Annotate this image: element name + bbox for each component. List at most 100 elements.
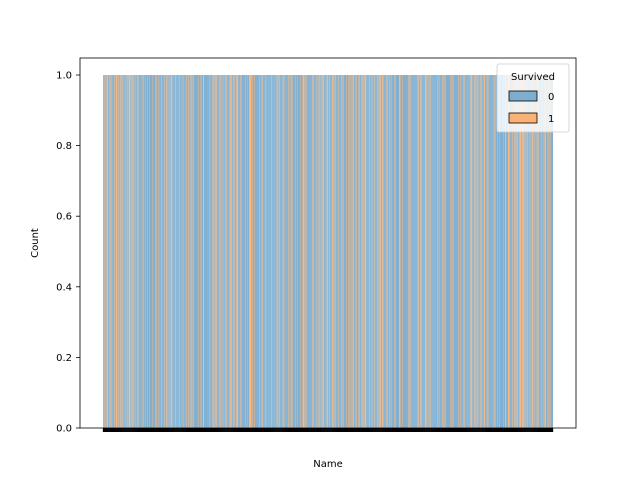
bar — [143, 75, 145, 428]
bar — [154, 75, 155, 428]
bar — [198, 75, 200, 428]
bar — [403, 75, 404, 428]
bar — [415, 75, 417, 428]
bar — [218, 75, 219, 428]
bar — [146, 75, 148, 428]
bar — [329, 75, 331, 428]
bar — [529, 75, 531, 428]
bar — [501, 75, 503, 428]
bar — [312, 75, 314, 428]
bar — [117, 75, 118, 428]
bar — [453, 75, 454, 428]
bar — [339, 75, 340, 428]
bar — [276, 75, 277, 428]
bar — [234, 75, 236, 428]
bar — [185, 75, 187, 428]
bar — [372, 75, 374, 428]
bar — [487, 75, 489, 428]
bar — [432, 75, 433, 428]
bar — [472, 75, 473, 428]
bar — [279, 75, 280, 428]
bar — [263, 75, 264, 428]
bar — [344, 75, 346, 428]
bar — [273, 75, 274, 428]
bar — [451, 75, 453, 428]
bar — [305, 75, 307, 428]
bar — [208, 75, 209, 428]
bar — [293, 75, 295, 428]
bar — [170, 75, 172, 428]
bar — [419, 75, 420, 428]
bar — [218, 75, 220, 428]
bar — [108, 75, 110, 428]
bar — [117, 75, 119, 428]
bar — [306, 75, 307, 428]
bar — [357, 75, 359, 428]
bar — [519, 75, 521, 428]
bar — [206, 75, 208, 428]
bar — [314, 75, 316, 428]
bar — [193, 75, 195, 428]
bar — [379, 75, 380, 428]
bar — [153, 75, 154, 428]
bar — [319, 75, 321, 428]
bar — [444, 75, 446, 428]
bar — [504, 75, 505, 428]
bar — [155, 75, 156, 428]
bar — [287, 75, 289, 428]
bar — [463, 75, 465, 428]
bar — [366, 75, 368, 428]
bar — [530, 75, 531, 428]
bar — [292, 75, 294, 428]
bar — [416, 75, 417, 428]
bar — [109, 75, 111, 428]
bar — [454, 75, 455, 428]
bar — [506, 75, 508, 428]
bar — [528, 75, 530, 428]
bar — [321, 75, 323, 428]
bar — [223, 75, 224, 428]
bar — [495, 75, 497, 428]
bar — [522, 75, 524, 428]
bar — [362, 75, 363, 428]
bar — [431, 75, 432, 428]
bar — [274, 75, 276, 428]
bar — [217, 75, 218, 428]
bar — [126, 75, 127, 428]
bar — [515, 75, 516, 428]
bar — [172, 75, 174, 428]
bar — [354, 75, 356, 428]
bar — [427, 75, 428, 428]
bar — [315, 75, 317, 428]
bar — [207, 75, 209, 428]
bar — [334, 75, 335, 428]
bar — [471, 75, 473, 428]
bar — [346, 75, 348, 428]
bar — [383, 75, 384, 428]
bar — [200, 75, 202, 428]
bar — [503, 75, 505, 428]
bar — [208, 75, 210, 428]
bar — [307, 75, 308, 428]
bar — [210, 75, 212, 428]
bar — [323, 75, 325, 428]
bar — [381, 75, 383, 428]
bar — [546, 75, 548, 428]
bar — [290, 75, 291, 428]
bar — [284, 75, 286, 428]
bar — [199, 75, 201, 428]
bar — [250, 75, 252, 428]
bar — [372, 75, 373, 428]
bar — [495, 75, 496, 428]
bar — [371, 75, 373, 428]
bar — [264, 75, 266, 428]
bar — [462, 75, 463, 428]
bar — [260, 75, 262, 428]
bar — [197, 75, 198, 428]
bar — [246, 75, 247, 428]
bar — [232, 75, 234, 428]
bar — [348, 75, 350, 428]
bar — [491, 75, 492, 428]
bar — [107, 75, 108, 428]
bar — [515, 75, 517, 428]
